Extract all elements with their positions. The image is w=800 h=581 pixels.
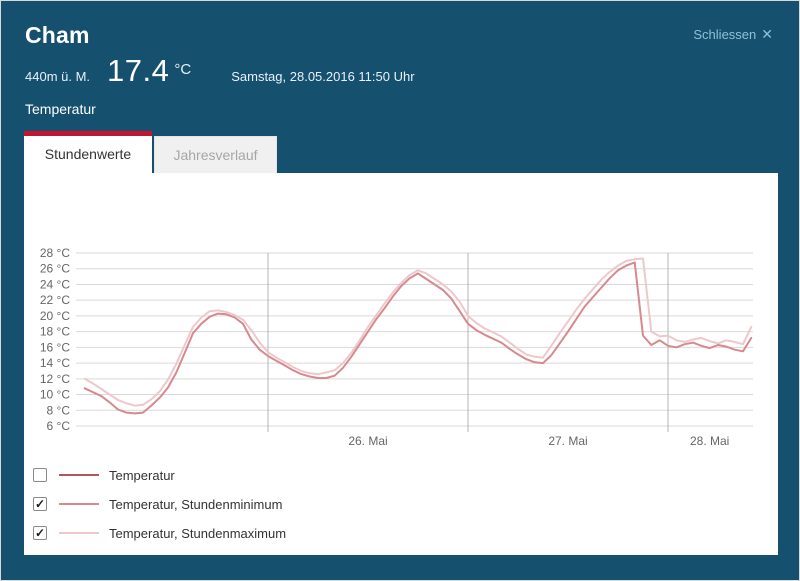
close-icon: ✕ xyxy=(761,26,773,42)
y-grid xyxy=(76,252,753,427)
svg-text:14 °C: 14 °C xyxy=(40,356,70,370)
svg-text:10 °C: 10 °C xyxy=(40,388,70,402)
checkbox-temperatur[interactable] xyxy=(33,468,47,482)
legend-label-stundenmaximum: Temperatur, Stundenmaximum xyxy=(109,525,287,541)
legend-swatch-stundenmaximum xyxy=(59,532,99,534)
svg-text:24 °C: 24 °C xyxy=(40,277,70,291)
y-axis-labels: 6 °C 8 °C10 °C 12 °C 14 °C 16 °C18 °C 20 °C 22… xyxy=(40,246,70,433)
svg-text:26 °C: 26 °C xyxy=(40,262,70,276)
svg-text:18 °C: 18 °C xyxy=(40,325,70,339)
content-panel: 6 °C 8 °C 10 °C 12 °C 14 °C 16 °C 18 °C 20 °C 22… xyxy=(24,173,778,555)
section-label: Temperatur xyxy=(25,101,96,117)
tab-jahresverlauf[interactable]: Jahresverlauf xyxy=(154,136,277,173)
svg-text:12 °C: 12 °C xyxy=(40,372,70,386)
series-line-temperatur-stundenmaximum[interactable] xyxy=(83,257,753,407)
checkbox-stundenminimum[interactable]: ✓ xyxy=(33,497,47,511)
legend-label-temperatur: Temperatur xyxy=(109,467,175,483)
x-grid xyxy=(267,253,669,432)
current-temperature: 17.4 xyxy=(107,53,170,88)
tab-bar: Stundenwerte Jahresverlauf xyxy=(24,131,277,173)
page-title: Cham xyxy=(25,22,90,48)
svg-text:26. Mai: 26. Mai xyxy=(348,434,387,448)
datetime-label: Samstag, 28.05.2016 11:50 Uhr xyxy=(231,69,415,84)
legend-swatch-stundenminimum xyxy=(59,503,99,505)
legend-label-stundenminimum: Temperatur, Stundenminimum xyxy=(109,496,283,512)
temperature-chart: 6 °C 8 °C10 °C 12 °C 14 °C 16 °C18 °C 20 °C 22… xyxy=(40,246,753,448)
checkbox-stundenmaximum[interactable]: ✓ xyxy=(33,526,47,540)
temperature-unit: °C xyxy=(174,61,192,78)
legend-swatch-temperatur xyxy=(59,474,99,476)
close-button[interactable]: Schliessen ✕ xyxy=(693,26,773,43)
series-line-temperatur-stundenminimum[interactable] xyxy=(83,261,753,415)
svg-text:28. Mai: 28. Mai xyxy=(690,434,729,448)
station-meta: 440m ü. M. 17.4 °C Samstag, 28.05.2016 1… xyxy=(25,53,415,89)
svg-text:20 °C: 20 °C xyxy=(40,309,70,323)
legend-item-temperatur: Temperatur xyxy=(33,467,175,483)
svg-text:16 °C: 16 °C xyxy=(40,340,70,354)
svg-text:8 °C: 8 °C xyxy=(47,403,71,417)
legend-item-stundenmaximum: ✓ Temperatur, Stundenmaximum xyxy=(33,525,286,541)
svg-text:28 °C: 28 °C xyxy=(40,246,70,260)
svg-text:27. Mai: 27. Mai xyxy=(548,434,587,448)
svg-text:6 °C: 6 °C xyxy=(47,419,71,433)
legend-item-stundenminimum: ✓ Temperatur, Stundenminimum xyxy=(33,496,282,512)
x-axis-labels: 26. Mai 27. Mai 28. Mai xyxy=(348,434,729,448)
elevation-label: 440m ü. M. xyxy=(25,69,91,84)
close-button-label: Schliessen xyxy=(693,27,757,42)
svg-text:22 °C: 22 °C xyxy=(40,293,70,307)
tab-stundenwerte[interactable]: Stundenwerte xyxy=(24,131,152,173)
